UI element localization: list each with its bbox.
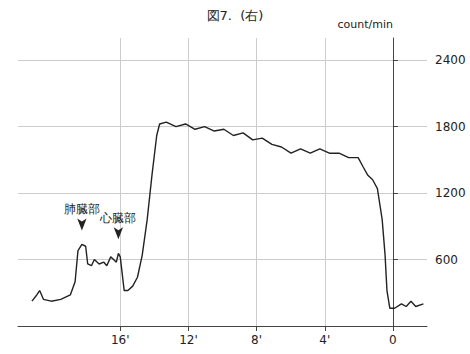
svg-text:600: 600 — [435, 253, 458, 267]
svg-text:2400: 2400 — [435, 53, 466, 67]
svg-text:肺臓部: 肺臓部 — [64, 202, 100, 216]
svg-text:4': 4' — [319, 333, 330, 347]
svg-text:16': 16' — [111, 333, 130, 347]
svg-text:12': 12' — [179, 333, 198, 347]
svg-text:1800: 1800 — [435, 120, 466, 134]
svg-text:count/min: count/min — [337, 18, 393, 31]
svg-text:0: 0 — [389, 333, 397, 347]
svg-text:図7. (右): 図7. (右) — [207, 8, 264, 23]
svg-text:8': 8' — [251, 333, 262, 347]
svg-text:1200: 1200 — [435, 186, 466, 200]
svg-text:心臓部: 心臓部 — [99, 211, 136, 225]
